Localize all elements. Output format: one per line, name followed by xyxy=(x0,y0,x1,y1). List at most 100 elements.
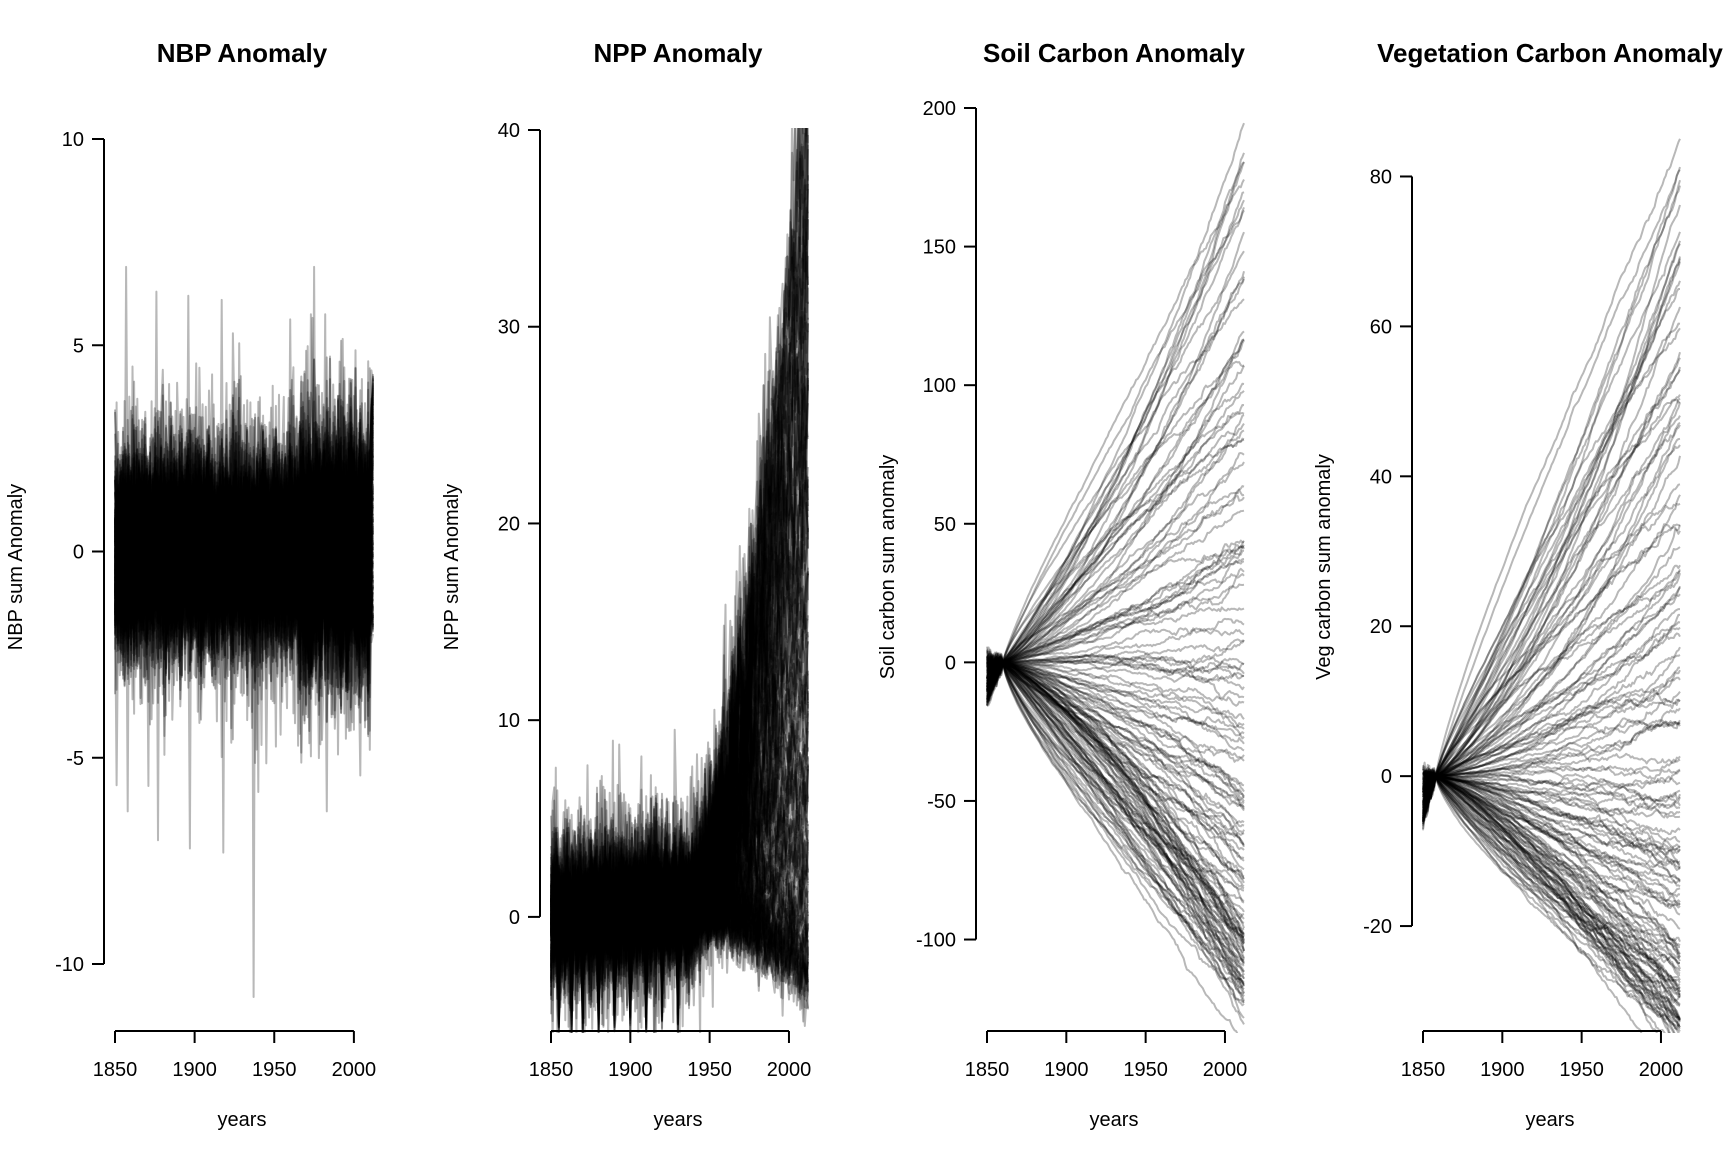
series-line-89 xyxy=(986,659,1245,740)
series-line-24 xyxy=(1422,775,1681,998)
series-line-92 xyxy=(550,572,809,1029)
series-line-129 xyxy=(114,395,374,687)
series-line-20 xyxy=(1422,775,1681,1023)
series-line-46 xyxy=(1422,770,1681,942)
y-tick-label: -20 xyxy=(1363,916,1392,938)
series-line-105 xyxy=(986,567,1245,680)
series-line-137 xyxy=(986,298,1245,688)
series-line-123 xyxy=(986,437,1245,667)
series-line-10 xyxy=(550,852,809,1002)
series-line-40 xyxy=(1422,775,1681,981)
series-line-12 xyxy=(1422,775,1658,1033)
series-line-10 xyxy=(114,265,374,651)
series-line-50 xyxy=(986,660,1245,913)
y-tick-label: 20 xyxy=(1370,616,1392,638)
series-line-109 xyxy=(1422,593,1681,786)
series-line-70 xyxy=(550,701,809,1029)
series-line-107 xyxy=(550,435,809,1016)
series-line-128 xyxy=(550,261,809,1033)
series-line-92 xyxy=(114,426,374,684)
series-line-115 xyxy=(550,335,809,983)
series-line-51 xyxy=(1422,774,1681,947)
series-line-138 xyxy=(986,270,1245,670)
series-line-141 xyxy=(550,128,809,1015)
series-line-41 xyxy=(550,833,809,1014)
series-line-29 xyxy=(550,871,809,1025)
series-line-93 xyxy=(1422,688,1681,804)
series-line-34 xyxy=(550,867,809,1007)
series-line-69 xyxy=(986,655,1245,837)
series-line-44 xyxy=(986,656,1245,892)
series-line-28 xyxy=(114,375,374,746)
series-line-121 xyxy=(114,406,374,702)
series-line-73 xyxy=(114,388,374,717)
x-tick-label: 1950 xyxy=(687,1059,732,1081)
series-line-84 xyxy=(550,611,809,1022)
series-line-18 xyxy=(1422,774,1681,998)
series-line-19 xyxy=(550,859,808,1022)
series-line-45 xyxy=(114,394,374,759)
series-line-116 xyxy=(114,355,374,732)
series-line-35 xyxy=(114,380,374,691)
series-line-135 xyxy=(1422,288,1680,793)
series-line-99 xyxy=(986,639,1245,675)
series-line-28 xyxy=(1422,775,1681,1004)
series-line-148 xyxy=(1422,185,1681,811)
series-line-76 xyxy=(1422,775,1681,811)
series-line-120 xyxy=(1422,424,1681,822)
series-line-15 xyxy=(1422,769,1681,990)
series-line-78 xyxy=(1422,775,1681,870)
y-tick-label: 40 xyxy=(1370,466,1392,488)
series-line-38 xyxy=(1422,774,1681,996)
series-line-16 xyxy=(550,851,809,1021)
series-line-81 xyxy=(114,420,374,664)
series-line-127 xyxy=(550,251,809,1022)
series-line-27 xyxy=(114,447,374,692)
series-line-9 xyxy=(986,653,1245,1003)
series-line-73 xyxy=(550,675,809,1011)
series-line-148 xyxy=(114,377,374,654)
series-line-14 xyxy=(986,654,1245,985)
series-line-39 xyxy=(550,842,809,1026)
series-line-121 xyxy=(1422,455,1681,782)
series-line-7 xyxy=(550,864,809,1022)
x-tick-label: 1950 xyxy=(1559,1059,1604,1081)
series-line-44 xyxy=(114,360,374,747)
series-line-110 xyxy=(114,443,374,686)
series-line-21 xyxy=(550,878,809,993)
series-line-47 xyxy=(114,398,374,713)
series-line-101 xyxy=(550,481,809,1020)
series-line-112 xyxy=(114,367,374,676)
series-line-130 xyxy=(1422,357,1681,806)
series-line-97 xyxy=(986,654,1245,697)
series-line-21 xyxy=(1422,774,1681,1025)
series-line-144 xyxy=(986,199,1245,696)
series-line-23 xyxy=(114,410,374,663)
series-line-64 xyxy=(1422,775,1681,882)
y-tick-label: 0 xyxy=(509,907,520,929)
series-line-26 xyxy=(986,661,1245,989)
series-line-61 xyxy=(114,457,374,659)
series-line-22 xyxy=(114,430,374,678)
series-line-67 xyxy=(1422,768,1681,851)
series-line-22 xyxy=(986,661,1245,987)
series-line-124 xyxy=(114,403,374,665)
series-line-116 xyxy=(1422,546,1681,810)
series-line-150 xyxy=(1422,138,1681,800)
series-line-52 xyxy=(550,794,809,1033)
series-line-127 xyxy=(114,332,374,760)
series-line-16 xyxy=(1422,774,1681,1007)
series-line-138 xyxy=(114,313,374,729)
series-line-38 xyxy=(114,458,374,649)
series-line-17 xyxy=(550,869,809,1033)
series-line-95 xyxy=(1422,669,1681,798)
series-line-139 xyxy=(1422,261,1681,830)
series-line-37 xyxy=(1422,775,1681,972)
series-line-105 xyxy=(550,460,809,995)
series-line-113 xyxy=(1422,570,1681,789)
series-line-77 xyxy=(550,661,809,1003)
series-line-73 xyxy=(986,660,1245,797)
series-line-130 xyxy=(986,365,1245,675)
series-line-88 xyxy=(1422,752,1681,780)
series-line-96 xyxy=(550,496,809,1018)
